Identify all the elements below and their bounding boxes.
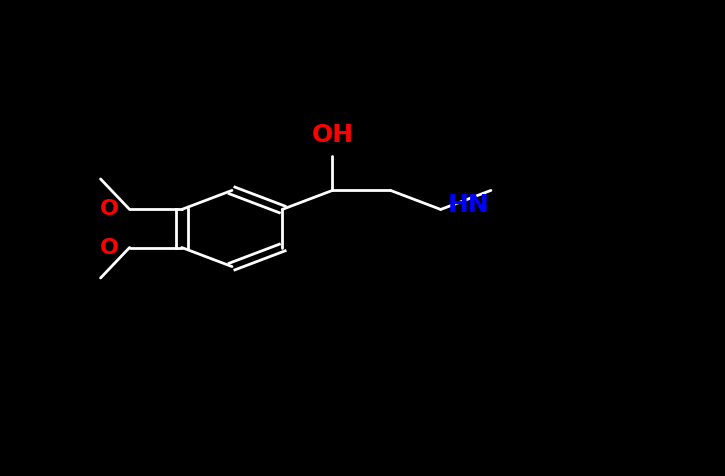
Text: OH: OH (312, 123, 354, 147)
Text: HN: HN (448, 193, 489, 217)
Text: O: O (100, 199, 119, 219)
Text: O: O (100, 238, 119, 258)
